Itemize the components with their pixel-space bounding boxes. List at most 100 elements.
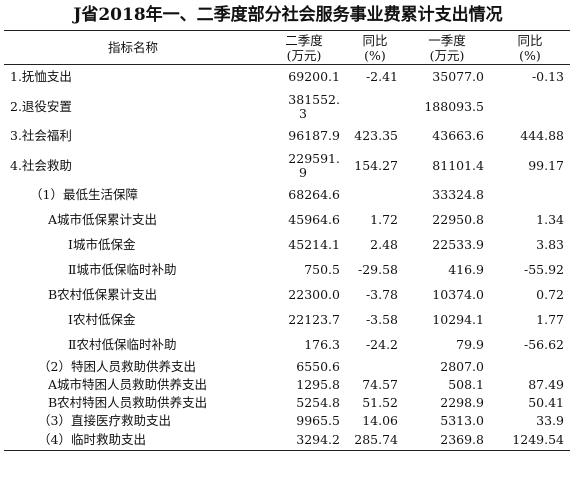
header-q2: 二季度 (万元) (262, 30, 346, 65)
table-row: A城市低保累计支出 45964.6 1.72 22950.8 1.34 (4, 208, 570, 233)
table-row: 1.抚恤支出 69200.1 -2.41 35077.0 -0.13 (4, 65, 570, 90)
cell-q2: 96187.9 (288, 128, 340, 143)
cell-yoy-q2 (346, 183, 404, 208)
cell-q1: 43663.6 (432, 128, 484, 143)
cell-yoy-q1: 0.72 (536, 287, 564, 302)
cell-q2: 381552. 3 (262, 90, 346, 124)
cell-yoy-q1: -0.13 (531, 69, 564, 85)
cell-q2: 5254.8 (296, 394, 340, 410)
cell-q1: 2298.9 (440, 394, 484, 410)
cell-yoy-q2: 285.74 (346, 429, 404, 451)
cell-q2: 176.3 (304, 337, 340, 352)
cell-yoy-q2: -3.78 (365, 287, 398, 302)
cell-q2: 22300.0 (288, 287, 340, 302)
cell-q1: 508.1 (448, 376, 484, 392)
cell-q2: 22123.7 (288, 312, 340, 327)
cell-yoy-q1: 3.83 (536, 237, 564, 252)
cell-indicator-name: B农村特困人员救助供养支出 (48, 394, 208, 410)
header-row: 指标名称 二季度 (万元) 同比 (%) 一季度 (万元) 同比 (%) (4, 30, 570, 65)
cell-yoy-q2 (346, 358, 404, 376)
cell-yoy-q2: -2.41 (365, 69, 398, 85)
cell-yoy-q1: 444.88 (520, 128, 564, 143)
cell-q2-part2: 9 (299, 164, 307, 180)
header-yoy-q1: 同比 (%) (490, 30, 570, 65)
cell-q2: 45214.1 (288, 237, 340, 252)
table-row: （4）临时救助支出 3294.2 285.74 2369.8 1249.54 (4, 429, 570, 451)
cell-indicator-name: Ⅱ城市低保临时补助 (68, 262, 177, 277)
cell-indicator-name: 2.退役安置 (10, 98, 72, 114)
cell-yoy-q1: 1249.54 (490, 429, 570, 451)
cell-q1: 35077.0 (432, 69, 484, 85)
cell-indicator-name: 1.抚恤支出 (10, 69, 72, 85)
cell-indicator-name: 4.社会救助 (10, 157, 72, 173)
table-title: J省2018年一、二季度部分社会服务事业费累计支出情况 (73, 5, 503, 25)
cell-q2-part1: 381552. (288, 91, 340, 107)
cell-yoy-q2: 74.57 (362, 376, 398, 392)
cell-q1: 79.9 (456, 337, 484, 352)
cell-indicator-name: Ⅰ农村低保金 (68, 312, 136, 327)
header-indicator-name: 指标名称 (4, 30, 262, 65)
cell-indicator-name: Ⅱ农村低保临时补助 (68, 337, 177, 352)
cell-yoy-q2: -24.2 (365, 337, 398, 352)
cell-q1: 10294.1 (432, 312, 484, 327)
cell-yoy-q1 (490, 90, 570, 124)
cell-yoy-q1: 1.77 (536, 312, 564, 327)
cell-q1: 416.9 (448, 262, 484, 277)
header-yoy-q2: 同比 (%) (346, 30, 404, 65)
cell-indicator-name: （3）直接医疗救助支出 (38, 412, 171, 428)
cell-yoy-q1: 99.17 (528, 157, 564, 173)
cell-q2-part1: 229591. (288, 150, 340, 166)
cell-yoy-q2: 14.06 (362, 412, 398, 428)
cell-q2: 6550.6 (296, 358, 340, 374)
cell-q1: 10374.0 (432, 287, 484, 302)
table-row: （3）直接医疗救助支出 9965.5 14.06 5313.0 33.9 (4, 412, 570, 430)
table-row: （2）特困人员救助供养支出 6550.6 2807.0 (4, 358, 570, 376)
cell-yoy-q2: 1.72 (370, 212, 398, 227)
table-row: Ⅱ农村低保临时补助 176.3 -24.2 79.9 -56.62 (4, 333, 570, 358)
cell-indicator-name: A城市低保累计支出 (48, 212, 158, 227)
cell-yoy-q1 (490, 358, 570, 376)
table-row: 4.社会救助 229591. 9 154.27 81101.4 99.17 (4, 149, 570, 183)
cell-q1: 81101.4 (432, 157, 484, 173)
cell-q2: 750.5 (304, 262, 340, 277)
cell-yoy-q1: 33.9 (536, 412, 564, 428)
table-header: 指标名称 二季度 (万元) 同比 (%) 一季度 (万元) 同比 (%) (4, 30, 570, 65)
cell-q1: 5313.0 (440, 412, 484, 428)
cell-q2-part2: 3 (299, 105, 307, 121)
cell-q2: 68264.6 (288, 187, 340, 202)
cell-q1: 22950.8 (432, 212, 484, 227)
cell-q2: 69200.1 (288, 69, 340, 85)
cell-q1: 22533.9 (432, 237, 484, 252)
table-row: Ⅰ农村低保金 22123.7 -3.58 10294.1 1.77 (4, 308, 570, 333)
expenditure-table: 指标名称 二季度 (万元) 同比 (%) 一季度 (万元) 同比 (%) 1.抚恤支出 6… (4, 30, 570, 451)
cell-indicator-name: （4）临时救助支出 (4, 429, 262, 451)
cell-yoy-q2: 51.52 (362, 394, 398, 410)
cell-indicator-name: A城市特困人员救助供养支出 (48, 376, 208, 392)
table-row: （1）最低生活保障 68264.6 33324.8 (4, 183, 570, 208)
cell-q1: 188093.5 (424, 98, 484, 114)
table-body: 1.抚恤支出 69200.1 -2.41 35077.0 -0.13 2.退役安置 3815… (4, 65, 570, 451)
cell-yoy-q1: -56.62 (523, 337, 564, 352)
cell-indicator-name: Ⅰ城市低保金 (68, 237, 136, 252)
cell-yoy-q2 (346, 90, 404, 124)
cell-q2: 3294.2 (262, 429, 346, 451)
cell-q2: 1295.8 (296, 376, 340, 392)
cell-yoy-q2: 2.48 (370, 237, 398, 252)
table-row: 3.社会福利 96187.9 423.35 43663.6 444.88 (4, 124, 570, 149)
cell-q1: 33324.8 (432, 187, 484, 202)
cell-yoy-q1 (490, 183, 570, 208)
header-q1: 一季度 (万元) (404, 30, 490, 65)
table-row: 2.退役安置 381552. 3 188093.5 (4, 90, 570, 124)
table-row: Ⅱ城市低保临时补助 750.5 -29.58 416.9 -55.92 (4, 258, 570, 283)
cell-yoy-q2: -3.58 (365, 312, 398, 327)
cell-indicator-name: 3.社会福利 (10, 128, 72, 143)
cell-yoy-q1: -55.92 (523, 262, 564, 277)
table-row: A城市特困人员救助供养支出 1295.8 74.57 508.1 87.49 (4, 376, 570, 394)
cell-q1: 2369.8 (404, 429, 490, 451)
table-row: B农村低保累计支出 22300.0 -3.78 10374.0 0.72 (4, 283, 570, 308)
cell-yoy-q2: -29.58 (357, 262, 398, 277)
cell-indicator-name: （1）最低生活保障 (30, 187, 138, 202)
cell-q2: 229591. 9 (262, 149, 346, 183)
table-row: Ⅰ城市低保金 45214.1 2.48 22533.9 3.83 (4, 233, 570, 258)
